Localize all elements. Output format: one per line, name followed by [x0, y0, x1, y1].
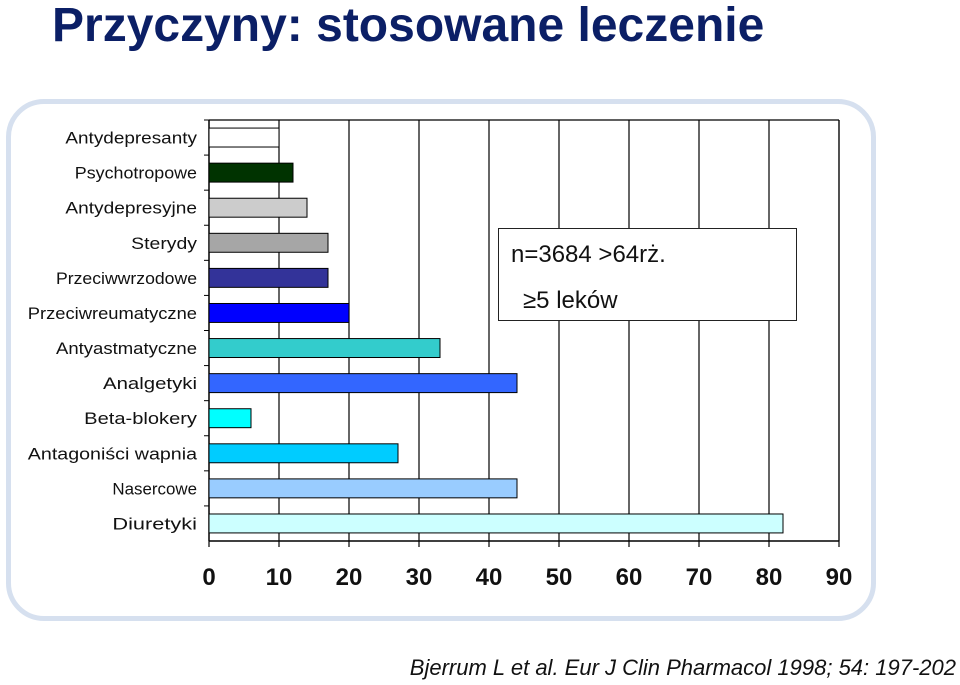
- x-tick-label: 0: [202, 564, 215, 591]
- chart-frame: [6, 99, 876, 621]
- y-tick-label: Przeciwwrzodowe: [56, 269, 197, 288]
- y-tick-label: Nasercowe: [112, 479, 197, 498]
- y-tick-label: Diuretyki: [112, 514, 197, 533]
- bar: [208, 338, 441, 359]
- sample-note-box: n=3684 >64rż. ≥5 leków: [498, 228, 797, 321]
- x-tick-label: 10: [266, 564, 293, 591]
- x-tick-label: 60: [616, 564, 643, 591]
- x-tick-label: 40: [476, 564, 503, 591]
- y-tick-label: Beta-blokery: [84, 409, 197, 428]
- x-tick-label: 80: [756, 564, 783, 591]
- bar: [208, 162, 294, 183]
- y-tick-label: Antagoniści wapnia: [28, 444, 198, 463]
- bar: [208, 478, 518, 499]
- bar: [208, 267, 329, 288]
- citation: Bjerrum L et al. Eur J Clin Pharmacol 19…: [409, 655, 956, 680]
- drug-count-note: ≥5 leków: [523, 287, 618, 314]
- bar: [208, 443, 399, 464]
- x-tick-label: 70: [686, 564, 713, 591]
- x-tick-label: 20: [336, 564, 363, 591]
- bar: [208, 197, 308, 218]
- y-tick-label: Antyastmatyczne: [56, 339, 197, 358]
- plot-area: [209, 120, 839, 541]
- bar: [208, 302, 350, 323]
- x-tick-label: 90: [826, 564, 853, 591]
- x-tick-label: 50: [546, 564, 573, 591]
- bar: [208, 232, 329, 253]
- y-tick-label: Sterydy: [131, 234, 197, 253]
- bar: [208, 513, 784, 534]
- bar: [208, 373, 518, 394]
- y-tick-label: Antydepresyjne: [65, 199, 197, 218]
- bar: [208, 408, 252, 429]
- sample-size-note: n=3684 >64rż.: [511, 241, 666, 268]
- y-tick-label: Psychotropowe: [75, 164, 197, 183]
- y-tick-label: Analgetyki: [103, 374, 197, 393]
- x-tick-label: 30: [406, 564, 433, 591]
- bar: [208, 127, 280, 148]
- y-tick-label: Przeciwreumatyczne: [28, 304, 197, 323]
- y-tick-label: Antydepresanty: [65, 129, 197, 148]
- slide-title: Przyczyny: stosowane leczenie: [52, 0, 765, 52]
